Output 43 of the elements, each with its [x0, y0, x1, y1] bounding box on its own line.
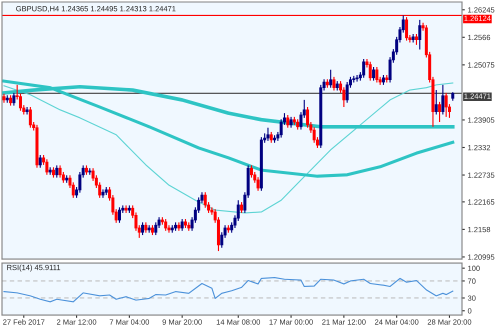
candlestick [6, 94, 9, 104]
candlestick [385, 74, 388, 84]
candlestick [368, 61, 372, 82]
candlestick [9, 94, 12, 106]
line-series [3, 82, 454, 214]
candlestick [180, 218, 184, 232]
candlestick [346, 81, 349, 104]
candlestick [332, 76, 336, 92]
candlestick [45, 158, 48, 176]
candlestick [52, 166, 55, 178]
candlestick [84, 164, 88, 176]
candlestick [382, 74, 385, 86]
candlestick [144, 222, 148, 234]
candlestick [418, 19, 422, 50]
candlestick [438, 101, 442, 123]
candlestick [290, 116, 293, 128]
candlestick [296, 118, 300, 130]
candlestick [336, 80, 339, 92]
candlestick [434, 89, 438, 116]
candlestick [38, 154, 42, 168]
candlestick [141, 222, 144, 236]
candlestick [12, 92, 16, 106]
candlestick [414, 33, 418, 46]
candlestick [372, 66, 376, 82]
candlestick [118, 206, 121, 224]
candlestick [352, 75, 356, 84]
candlestick [28, 106, 32, 128]
line-series [2, 80, 454, 178]
candlestick [240, 202, 244, 214]
candlestick [329, 69, 332, 88]
candlestick [270, 131, 273, 144]
candlestick [441, 84, 444, 116]
candlestick [170, 224, 174, 234]
candlestick [362, 58, 366, 78]
candlestick [375, 66, 378, 84]
candlestick [88, 168, 92, 176]
candlestick [266, 127, 270, 142]
line-series [3, 276, 454, 302]
candlestick [150, 224, 154, 236]
candlestick [444, 92, 448, 118]
candlestick [286, 114, 290, 128]
candlestick [164, 218, 168, 232]
candlestick [55, 164, 58, 178]
